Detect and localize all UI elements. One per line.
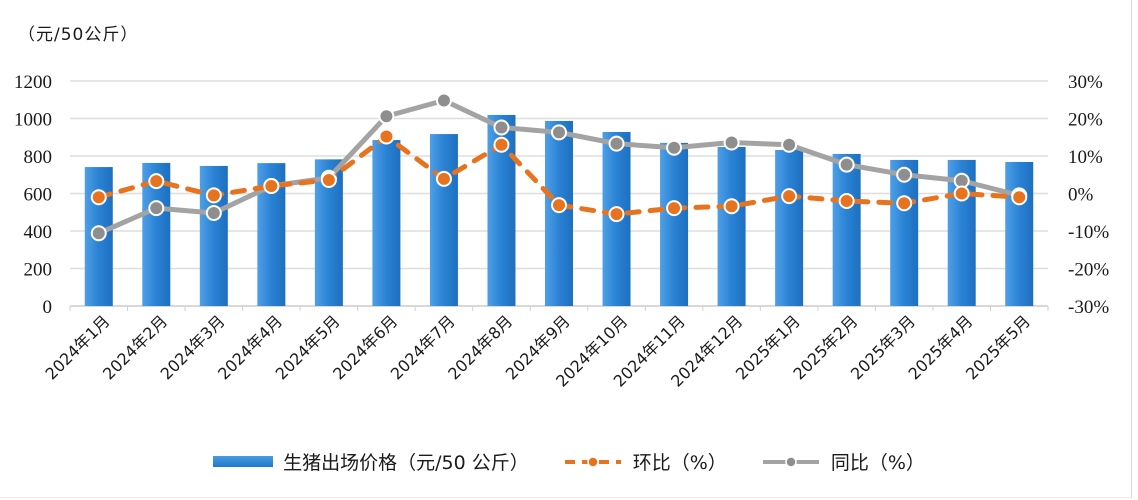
yoy-marker <box>435 92 452 109</box>
legend-label-mom: 环比（%） <box>632 452 727 474</box>
legend-label-yoy: 同比（%） <box>830 452 925 474</box>
mom-marker <box>90 189 107 206</box>
mom-marker <box>666 200 683 217</box>
left-axis-tick: 1000 <box>14 110 52 131</box>
right-axis-tick: 10% <box>1068 147 1103 168</box>
mom-marker <box>493 136 510 153</box>
right-axis-tick: -20% <box>1068 260 1109 281</box>
right-axis-tick: 20% <box>1068 110 1103 131</box>
price-bar <box>717 147 746 306</box>
yoy-marker <box>608 135 625 152</box>
mom-marker <box>781 188 798 205</box>
left-axis-unit-label: （元/50公斤） <box>18 25 139 45</box>
left-axis-tick: 1200 <box>14 72 52 93</box>
mom-marker <box>435 170 452 187</box>
yoy-marker <box>378 108 395 125</box>
right-axis-tick: -10% <box>1068 222 1109 243</box>
legend-item-yoy: 同比（%） <box>761 448 925 475</box>
yoy-marker <box>90 225 107 242</box>
mom-marker <box>551 197 567 214</box>
left-axis-tick: 800 <box>24 147 53 168</box>
price-bar <box>660 142 689 306</box>
yoy-marker <box>723 134 740 151</box>
mom-marker <box>723 198 740 215</box>
left-axis-tick: 400 <box>24 222 53 243</box>
left-axis-tick: 200 <box>24 260 53 281</box>
bar-swatch-icon <box>213 456 274 467</box>
yoy-marker <box>781 136 798 153</box>
solid-line-marker-icon <box>762 455 819 468</box>
price-bar <box>372 140 401 306</box>
price-bar <box>199 165 228 306</box>
price-bar <box>775 150 804 306</box>
price-bar <box>890 159 919 306</box>
mom-marker <box>896 195 913 212</box>
mom-marker <box>205 187 222 204</box>
left-axis-tick: 0 <box>43 297 53 318</box>
legend-label-price: 生猪出场价格（元/50 公斤） <box>283 452 529 474</box>
yoy-marker <box>838 156 855 173</box>
mom-marker <box>378 128 395 145</box>
price-bar <box>832 153 861 306</box>
yoy-marker <box>493 119 510 136</box>
dashed-line-marker-icon <box>564 455 621 468</box>
yoy-marker <box>148 200 165 217</box>
right-axis-tick: 0% <box>1068 185 1094 206</box>
mom-marker <box>1011 189 1028 206</box>
mom-marker <box>953 185 970 202</box>
legend: 生猪出场价格（元/50 公斤） 环比（%） 同比（%） <box>0 448 1138 475</box>
yoy-marker <box>896 166 913 183</box>
yoy-marker <box>666 139 683 156</box>
yoy-marker <box>551 124 567 141</box>
mom-marker <box>608 206 625 223</box>
price-bar <box>429 134 458 306</box>
mom-marker <box>263 178 280 194</box>
price-bar <box>1005 162 1034 306</box>
mom-marker <box>838 193 855 209</box>
yoy-marker <box>205 205 222 221</box>
mom-marker <box>148 173 165 190</box>
left-axis-tick: 600 <box>24 185 53 206</box>
combo-chart: 0 200 400 600 800 1000 1200 -30% -20% -10% 0% 10% 20… <box>14 72 1109 391</box>
legend-item-mom: 环比（%） <box>563 448 727 475</box>
legend-item-price: 生猪出场价格（元/50 公斤） <box>213 448 529 475</box>
price-bar <box>545 120 573 306</box>
mom-marker <box>320 172 337 188</box>
right-axis-tick: -30% <box>1068 297 1109 318</box>
right-axis-tick: 30% <box>1068 72 1103 93</box>
